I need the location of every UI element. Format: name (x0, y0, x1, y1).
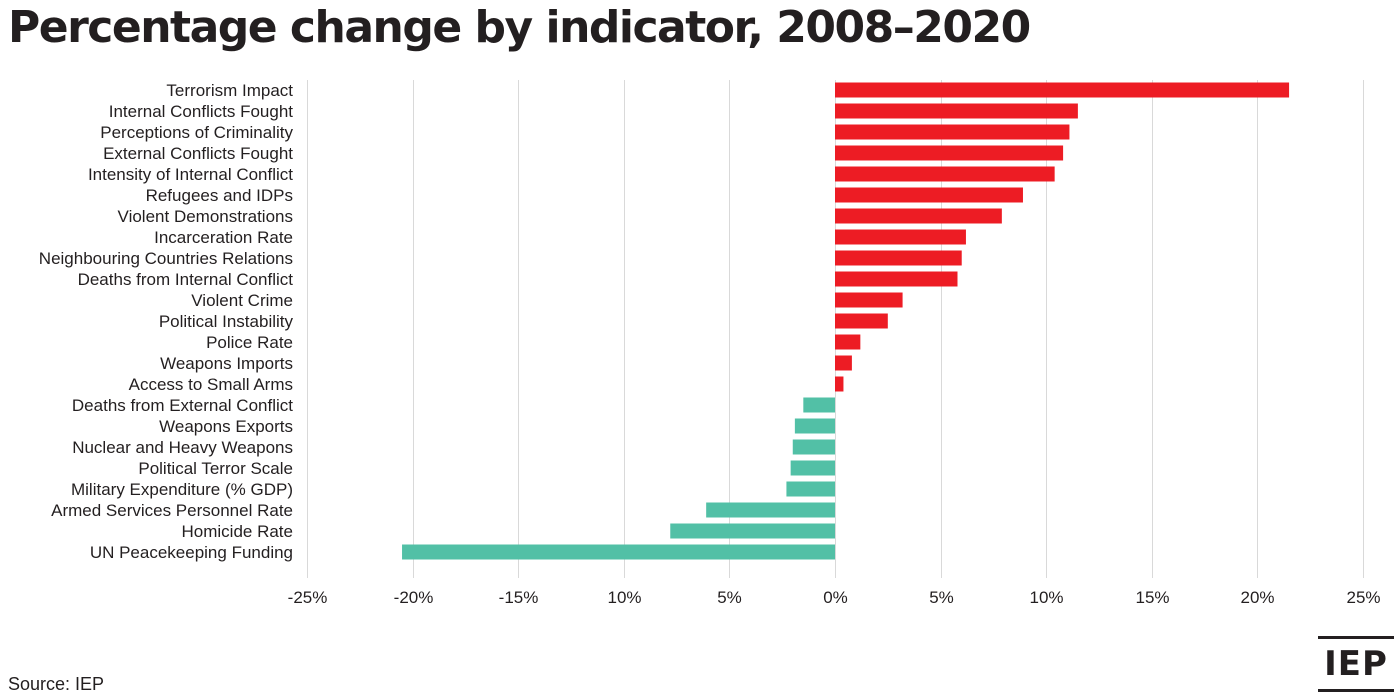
chart-title: Percentage change by indicator, 2008–202… (8, 2, 1031, 53)
x-tick-label: -20% (394, 588, 434, 607)
category-label: Military Expenditure (% GDP) (71, 480, 293, 499)
logo-top-rule (1318, 636, 1394, 639)
category-labels: Terrorism Impact Internal Conflicts Fough… (39, 81, 294, 562)
x-tick-label: -25% (288, 588, 328, 607)
category-label: Police Rate (206, 333, 293, 352)
bar (835, 208, 1002, 224)
category-label: Nuclear and Heavy Weapons (72, 438, 293, 457)
category-label: Perceptions of Criminality (100, 123, 293, 142)
category-label: Weapons Imports (160, 354, 293, 373)
bar (402, 544, 835, 560)
bar (835, 82, 1290, 98)
category-label: Intensity of Internal Conflict (88, 165, 293, 184)
x-tick-label: 25% (1346, 588, 1380, 607)
bars (402, 82, 1290, 560)
bar (670, 523, 835, 539)
category-label: Incarceration Rate (154, 228, 293, 247)
bar (835, 313, 888, 329)
bar (835, 376, 844, 392)
bar (835, 292, 903, 308)
bar (803, 397, 835, 413)
bar (790, 460, 835, 476)
bar (786, 481, 835, 497)
x-tick-label: 15% (1135, 588, 1169, 607)
category-label: UN Peacekeeping Funding (90, 543, 293, 562)
x-tick-label: 20% (1240, 588, 1274, 607)
category-label: Homicide Rate (182, 522, 294, 541)
x-tick-label: 5% (929, 588, 954, 607)
category-label: Violent Demonstrations (118, 207, 293, 226)
bar (792, 439, 835, 455)
x-axis-ticks: -25% -20% -15% 10% 5% 0% 5% 10% 15% 20% 25% (288, 588, 1381, 607)
bar (835, 229, 966, 245)
category-label: Weapons Exports (159, 417, 293, 436)
category-label: Violent Crime (191, 291, 293, 310)
bar (835, 250, 962, 266)
category-label: Neighbouring Countries Relations (39, 249, 293, 268)
x-tick-label: 10% (1029, 588, 1063, 607)
bar (835, 166, 1055, 182)
x-tick-label: 10% (607, 588, 641, 607)
bar (794, 418, 835, 434)
gridlines (307, 80, 1364, 578)
category-label: Political Terror Scale (138, 459, 293, 478)
logo-text: IEP (1324, 644, 1388, 684)
x-tick-label: 5% (717, 588, 742, 607)
category-label: Political Instability (159, 312, 294, 331)
bar (835, 103, 1078, 119)
source-note: Source: IEP (8, 674, 105, 694)
category-label: Internal Conflicts Fought (109, 102, 294, 121)
logo-bottom-rule (1318, 689, 1394, 692)
bar (835, 271, 958, 287)
category-label: Terrorism Impact (166, 81, 293, 100)
x-tick-label: 0% (823, 588, 848, 607)
bar (835, 355, 852, 371)
bar (835, 187, 1023, 203)
category-label: Deaths from External Conflict (72, 396, 293, 415)
iep-logo: IEP (1318, 636, 1394, 692)
bar (835, 124, 1070, 140)
category-label: External Conflicts Fought (103, 144, 293, 163)
category-label: Deaths from Internal Conflict (78, 270, 294, 289)
bar (835, 334, 861, 350)
category-label: Access to Small Arms (129, 375, 293, 394)
bar (706, 502, 835, 518)
category-label: Refugees and IDPs (146, 186, 293, 205)
category-label: Armed Services Personnel Rate (51, 501, 293, 520)
x-tick-label: -15% (499, 588, 539, 607)
bar (835, 145, 1064, 161)
